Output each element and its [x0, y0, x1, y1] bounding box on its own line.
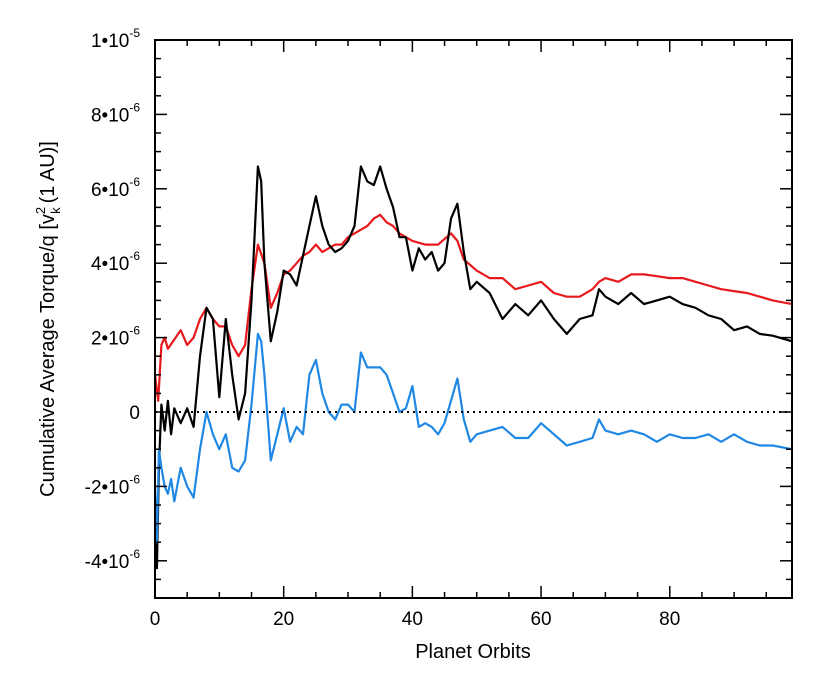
x-tick-label: 40 [402, 609, 423, 630]
y-tick-mantissa: -4•10 [85, 552, 130, 573]
y-tick-exponent: -6 [129, 249, 140, 263]
series-line-2 [155, 332, 792, 544]
y-tick-label: 1•10-5 [91, 26, 140, 52]
series-layer [155, 165, 792, 570]
y-tick-mantissa: 0 [129, 403, 140, 424]
series-line-0 [155, 213, 792, 402]
x-tick-label: 0 [150, 609, 161, 630]
y-tick-exponent: -6 [129, 100, 140, 114]
y-tick-labels: -4•10-6-2•10-602•10-64•10-66•10-68•10-61… [85, 26, 141, 573]
x-tick-labels: 0 20 40 60 80 [150, 609, 681, 630]
y-tick-exponent: -6 [129, 175, 140, 189]
y-label-sub: k [48, 207, 63, 214]
y-tick-exponent: -5 [129, 26, 140, 40]
y-tick-label: 4•10-6 [91, 249, 140, 275]
y-tick-mantissa: 4•10 [91, 254, 129, 275]
y-label-suffix: (1 AU)] [37, 141, 59, 203]
y-tick-mantissa: 8•10 [91, 105, 129, 126]
x-tick-label: 60 [530, 609, 551, 630]
y-tick-label: -2•10-6 [85, 472, 141, 498]
y-tick-label: 8•10-6 [91, 100, 140, 126]
x-tick-label: 80 [659, 609, 680, 630]
y-label-prefix: Cumulative Average Torque/q [v [37, 214, 59, 497]
y-tick-exponent: -6 [129, 472, 140, 486]
y-tick-label: 2•10-6 [91, 324, 140, 350]
y-tick-exponent: -6 [129, 324, 140, 338]
y-tick-label: 6•10-6 [91, 175, 140, 201]
y-tick-exponent: -6 [129, 547, 140, 561]
y-tick-mantissa: -2•10 [85, 477, 130, 498]
y-axis-label: Cumulative Average Torque/q [v2k (1 AU)] [33, 141, 63, 497]
x-tick-label: 20 [273, 609, 294, 630]
y-tick-label: 0 [129, 403, 140, 424]
y-tick-mantissa: 2•10 [91, 329, 129, 350]
series-line-1 [155, 165, 792, 570]
y-tick-mantissa: 1•10 [91, 31, 129, 52]
ticks-layer [154, 39, 792, 599]
x-axis-label: Planet Orbits [415, 641, 531, 663]
y-tick-mantissa: 6•10 [91, 180, 129, 201]
y-tick-label: -4•10-6 [85, 547, 141, 573]
y-label-sup: 2 [33, 207, 48, 214]
